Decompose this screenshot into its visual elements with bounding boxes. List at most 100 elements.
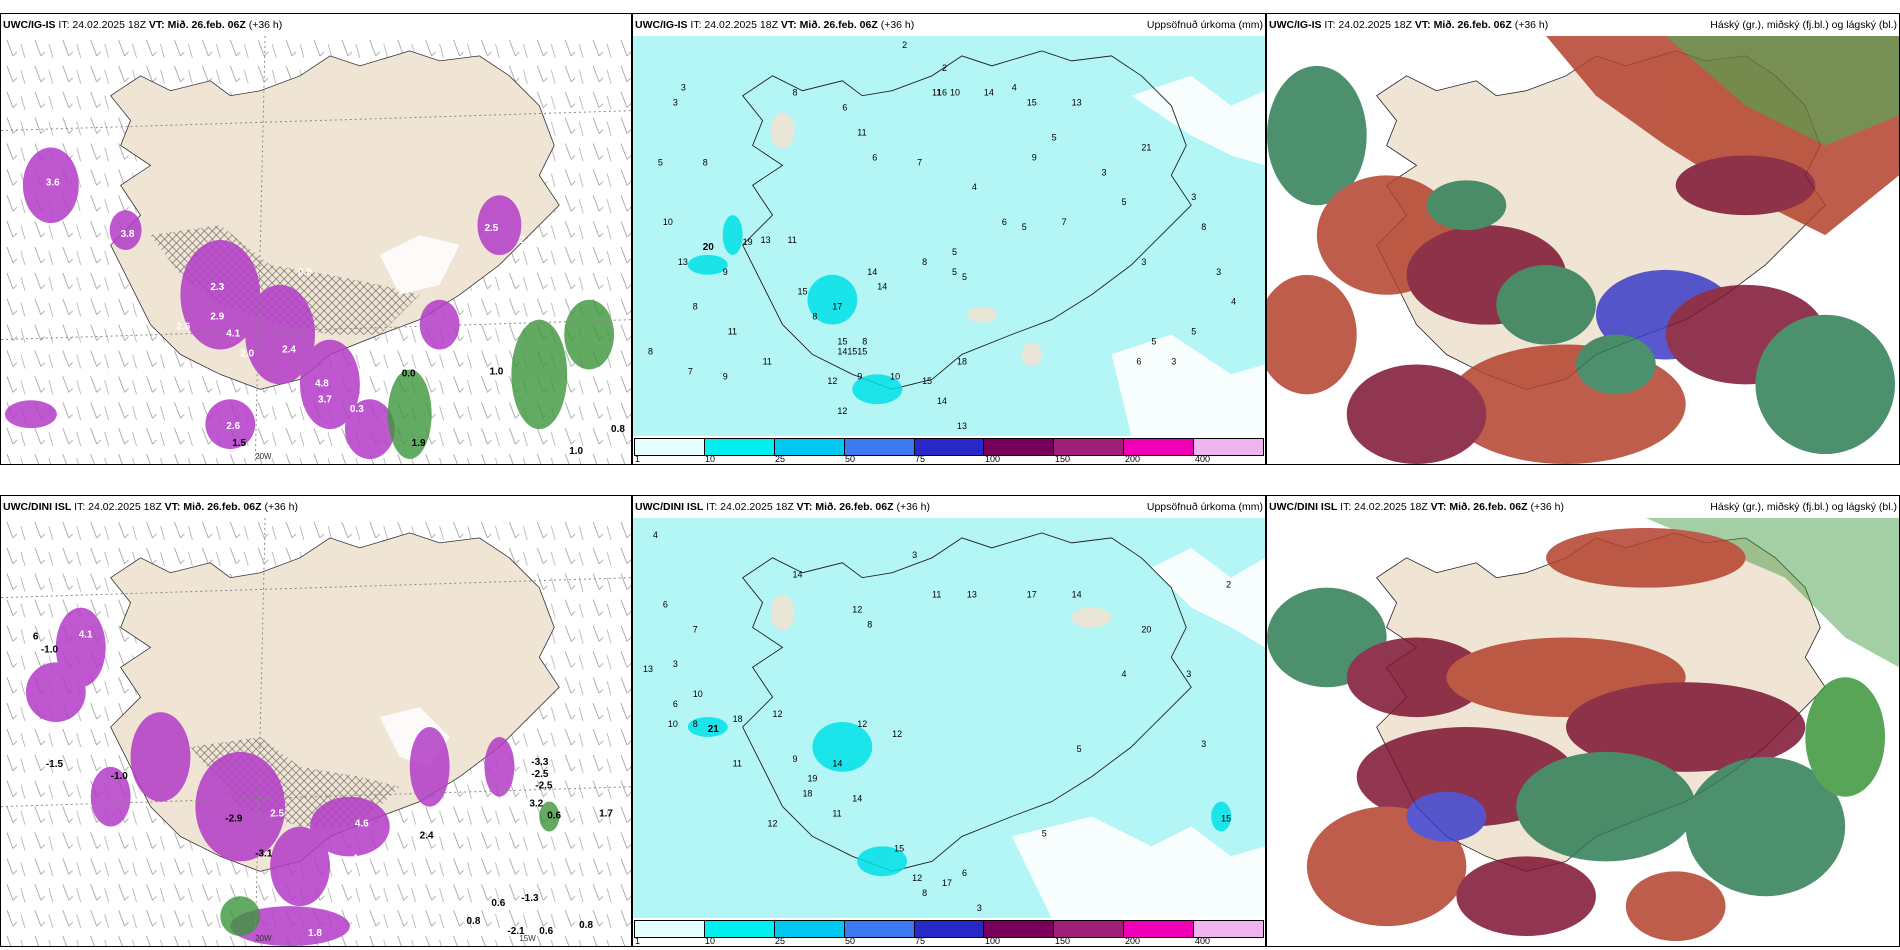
value: 8 (867, 619, 872, 629)
value: 12 (837, 406, 847, 416)
value: 3 (1186, 669, 1191, 679)
value: 11 (763, 356, 772, 366)
colorbar-swatch (914, 921, 985, 937)
value: 13 (1072, 98, 1082, 108)
value: 15 (837, 336, 847, 346)
value: 14 (1072, 590, 1082, 600)
value: 17 (942, 878, 952, 888)
value: 2 (942, 63, 947, 73)
value: 17 (1027, 590, 1037, 600)
value: 15 (1027, 98, 1037, 108)
value: 8 (812, 312, 817, 322)
colorbar-tick: 150 (1055, 936, 1071, 946)
value: 0.9 (298, 267, 312, 278)
init-time: IT: 24.02.2025 18Z (58, 19, 146, 31)
colorbar-tick: 1 (635, 936, 641, 946)
colorbar-swatch (984, 439, 1055, 455)
model-name: UWC/IG-IS (1269, 19, 1322, 31)
value: 6 (872, 152, 877, 162)
value: 11 (733, 759, 742, 769)
panel-top-right: UWC/IG-IS IT: 24.02.2025 18Z VT: Mið. 26… (1266, 13, 1900, 465)
value: 6 (1002, 217, 1007, 227)
init-time: IT: 24.02.2025 18Z (74, 501, 162, 513)
station-values: 4 3 6 7 3 13 14 12 13 11 17 14 8 6 20 10… (643, 530, 1231, 913)
value: 2.5 (484, 223, 498, 234)
valid-time: VT: Mið. 26.feb. 06Z (164, 501, 262, 513)
value: 4.1 (226, 329, 240, 340)
colorbar-tick: 10 (705, 936, 716, 946)
value: 14 (792, 570, 802, 580)
lead-time: (+36 h) (880, 19, 915, 31)
value: 4.8 (315, 378, 329, 389)
colorbar-tick: 50 (845, 454, 856, 464)
value: 0.6 (547, 811, 561, 822)
colorbar-swatch (914, 439, 985, 455)
value: 1.9 (71, 209, 85, 220)
colorbar-swatch (844, 439, 915, 455)
value: 3 (912, 550, 917, 560)
map-title: Uppsöfnuð úrkoma (mm) (1146, 501, 1263, 513)
value: 12 (773, 709, 783, 719)
value: 13 (967, 590, 977, 600)
value: -1.3 (521, 893, 539, 904)
value: 6 (1136, 356, 1141, 366)
value: 2.4 (282, 345, 296, 356)
value: 18 (957, 356, 967, 366)
wind-temperature-map: 20W 15W 6 -1.0 4.1 -1.5 -1.0 -2.5 -3.3 -… (1, 518, 631, 946)
value: 6 (33, 631, 39, 642)
value: 2.8 (519, 235, 533, 246)
value: 3 (977, 903, 982, 913)
value: 3.6 (46, 177, 60, 188)
value: 3 (1201, 739, 1206, 749)
cloud-cover-map (1267, 36, 1899, 464)
map-title: Háský (gr.), miðský (fj.bl.) og lágský (… (1710, 501, 1897, 513)
colorbar-swatch (1054, 921, 1125, 937)
value: 11 (932, 590, 941, 600)
precipitation-map: 2 3 2 4 3 8 11 6 5 16 10 14 15 13 5 8 9 … (633, 36, 1265, 436)
value: 11 (857, 128, 866, 138)
value: 4 (1231, 297, 1236, 307)
value: 13 (957, 421, 967, 431)
value: 14 (832, 759, 842, 769)
value: 0.0 (402, 368, 416, 379)
colorbar-tick: 150 (1055, 454, 1071, 464)
value: 2 (902, 40, 907, 50)
value: 5 (1121, 197, 1126, 207)
colorbar-tick: 75 (915, 936, 926, 946)
value: 5 (952, 267, 957, 277)
value: 8 (792, 88, 797, 98)
value: 21 (708, 724, 720, 735)
panel-header: UWC/IG-IS IT: 24.02.2025 18Z VT: Mið. 26… (633, 14, 1265, 36)
value: 9 (792, 754, 797, 764)
value: 15 (847, 346, 857, 356)
value: 4 (1012, 83, 1017, 93)
map-title: Háský (gr.), miðský (fj.bl.) og lágský (… (1710, 19, 1897, 31)
value: 11 (932, 88, 941, 98)
value: 2.0 (240, 349, 254, 360)
value: 4.6 (355, 819, 369, 830)
value: 1.0 (569, 446, 583, 457)
value: 5 (962, 272, 967, 282)
value: 2.6 (226, 421, 240, 432)
init-time: IT: 24.02.2025 18Z (1340, 501, 1428, 513)
colorbar-swatch (1124, 921, 1195, 937)
colorbar: 1 10 25 50 75 100 150 200 400 (633, 918, 1265, 946)
value: 12 (892, 729, 902, 739)
colorbar-swatch (844, 921, 915, 937)
panel-header: UWC/DINI ISL IT: 24.02.2025 18Z VT: Mið.… (633, 496, 1265, 518)
value: 4 (972, 182, 977, 192)
value: 19 (807, 774, 817, 784)
value: 15 (797, 287, 807, 297)
panel-top-left: UWC/IG-IS IT: 24.02.2025 18Z VT: Mið. 26… (0, 13, 632, 465)
colorbar-tick: 75 (915, 454, 926, 464)
value: -2.1 (507, 926, 525, 937)
value: 8 (862, 336, 867, 346)
value: 8 (922, 257, 927, 267)
colorbar-tick: 1 (635, 454, 641, 464)
colorbar-tick: 200 (1125, 936, 1141, 946)
lead-time: (+36 h) (264, 501, 299, 513)
wind-temperature-map: 20W 3.6 1.9 3.8 2.3 2.9 4.1 2.0 2.5 1.0 … (1, 36, 631, 464)
value: 9 (723, 267, 728, 277)
panel-bottom-right: UWC/DINI ISL IT: 24.02.2025 18Z VT: Mið.… (1266, 495, 1900, 947)
value: 7 (693, 624, 698, 634)
